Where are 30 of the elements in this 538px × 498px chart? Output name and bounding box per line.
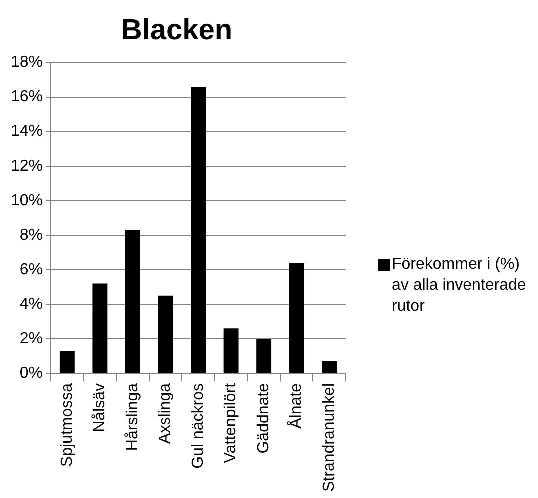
bar: [92, 284, 108, 373]
legend-label: Förekommer i (%) av alla inventerade rutor: [392, 255, 528, 317]
x-tick-label: Spjutmossa: [58, 383, 76, 468]
x-tick-label: Vattenpilört: [222, 382, 240, 464]
y-tick-label: 8%: [20, 226, 44, 244]
bar: [224, 328, 239, 373]
y-tick-label: 10%: [10, 192, 44, 210]
y-tick-label: 16%: [10, 88, 44, 106]
bar: [158, 296, 174, 373]
bar: [191, 86, 206, 373]
x-tick-label: Ålnate: [287, 383, 306, 429]
bar: [322, 361, 338, 373]
x-tick-label: Gäddnate: [255, 383, 272, 454]
x-tick-label: Nålsäv: [92, 383, 109, 432]
y-tick-label: 2%: [20, 330, 44, 348]
x-tick-label: Gul näckros: [190, 383, 207, 469]
bar: [60, 351, 75, 373]
y-tick-label: 0%: [20, 364, 44, 382]
x-tick-label: Strandranunkel: [321, 383, 338, 492]
y-tick-label: 18%: [10, 54, 44, 72]
y-tick-label: 4%: [20, 296, 44, 313]
x-tick-label: Axslinga: [157, 383, 174, 444]
y-tick-label: 6%: [20, 261, 44, 278]
bar: [125, 230, 140, 373]
x-tick-label: Hårslinga: [124, 383, 142, 452]
y-tick-label: 12%: [10, 158, 44, 175]
y-tick-label: 14%: [10, 123, 44, 140]
bar: [289, 263, 304, 373]
bar: [256, 338, 272, 373]
chart-title: Blacken: [121, 14, 233, 46]
